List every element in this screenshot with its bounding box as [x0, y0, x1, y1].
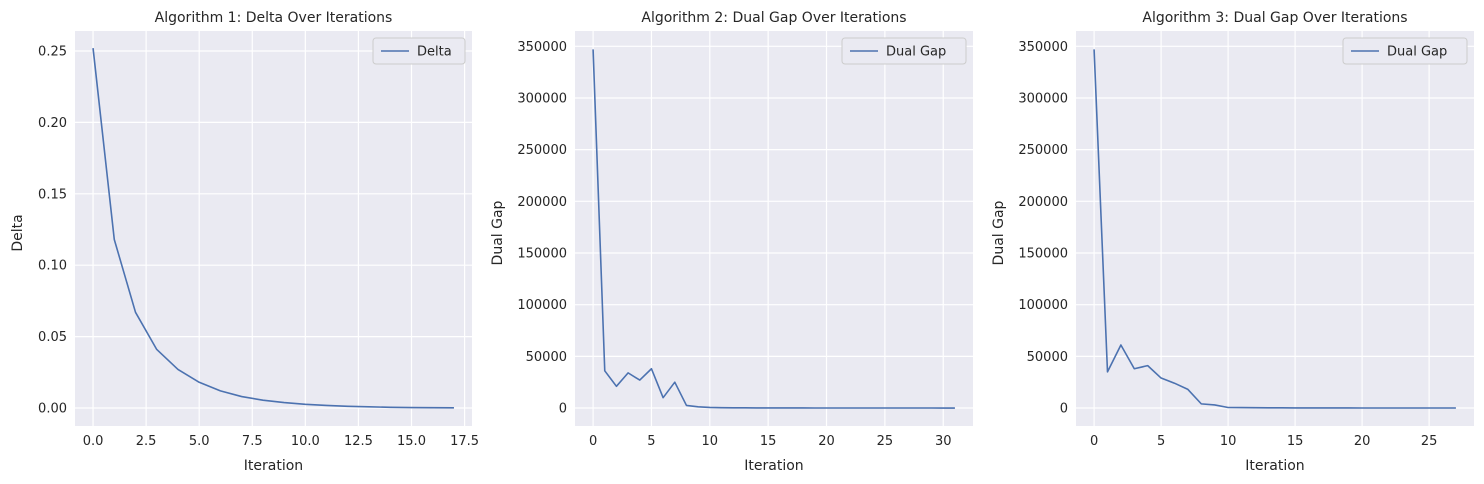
y-tick-label: 150000	[517, 246, 567, 261]
chart-panel-3: Algorithm 3: Dual Gap Over Iterations It…	[991, 10, 1474, 474]
plot-background	[575, 31, 973, 426]
y-tick-label: 0.05	[38, 330, 67, 345]
x-tick-label: 5	[647, 434, 655, 449]
series-line	[92, 48, 454, 409]
y-axis-label: Dual Gap	[991, 200, 1007, 265]
x-tick-label: 0	[589, 434, 597, 449]
y-tick-label: 150000	[1018, 246, 1068, 261]
y-tick-label: 0.10	[38, 259, 67, 274]
plot-background	[75, 31, 472, 426]
x-tick-label: 2.5	[136, 434, 157, 449]
chart-title: Algorithm 1: Delta Over Iterations	[155, 10, 393, 26]
x-tick-label: 7.5	[242, 434, 263, 449]
x-tick-label: 15.0	[397, 434, 426, 449]
y-tick-label: 300000	[517, 91, 567, 106]
legend-box	[372, 37, 466, 65]
y-tick-label: 0	[1060, 402, 1068, 417]
series-line	[1093, 49, 1456, 409]
x-tick-label: 10.0	[291, 434, 320, 449]
chart-title: Algorithm 3: Dual Gap Over Iterations	[1142, 10, 1407, 26]
y-tick-label: 50000	[1027, 350, 1068, 365]
y-tick-label: 200000	[1018, 195, 1068, 210]
plot-area-2: 0 5 10 15 20 25 30 0 50000 100000 150000 200000 2500…	[517, 31, 973, 449]
legend: Delta	[372, 37, 466, 65]
x-axis-label: Iteration	[1245, 458, 1304, 474]
chart-panel-1: Algorithm 1: Delta Over Iterations Itera…	[10, 10, 479, 474]
y-tick-label: 350000	[1018, 40, 1068, 55]
x-tick-label: 30	[935, 434, 952, 449]
x-tick-label: 17.5	[450, 434, 479, 449]
legend-label: Dual Gap	[886, 45, 946, 60]
legend-box	[841, 37, 967, 65]
x-axis-label: Iteration	[744, 458, 803, 474]
y-tick-label: 0	[559, 402, 567, 417]
x-tick-label: 12.5	[344, 434, 373, 449]
x-tick-label: 15	[1287, 434, 1304, 449]
legend-label: Dual Gap	[1387, 45, 1447, 60]
plot-background	[1076, 31, 1474, 426]
y-tick-label: 0.25	[38, 44, 67, 59]
x-tick-label: 25	[877, 434, 894, 449]
y-tick-label: 0.00	[38, 402, 67, 417]
x-tick-label: 10	[1220, 434, 1237, 449]
plot-area-3: 0 5 10 15 20 25 0 50000 100000 150000 200000 250000…	[1018, 31, 1474, 449]
y-tick-label: 300000	[1018, 91, 1068, 106]
y-tick-label: 100000	[1018, 298, 1068, 313]
legend: Dual Gap	[1342, 37, 1468, 65]
legend-box	[1342, 37, 1468, 65]
plot-area-1: 0.0 2.5 5.0 7.5 10.0 12.5 15.0 17.5 0.00 0.05 0.10…	[38, 31, 479, 449]
x-tick-label: 20	[1354, 434, 1371, 449]
x-tick-label: 25	[1421, 434, 1438, 449]
legend: Dual Gap	[841, 37, 967, 65]
y-tick-label: 250000	[1018, 143, 1068, 158]
x-tick-label: 20	[818, 434, 835, 449]
x-axis-label: Iteration	[244, 458, 303, 474]
y-tick-label: 350000	[517, 40, 567, 55]
series-line	[592, 49, 955, 409]
x-tick-label: 10	[702, 434, 719, 449]
x-tick-label: 5.0	[189, 434, 210, 449]
x-tick-label: 15	[760, 434, 777, 449]
chart-panel-2: Algorithm 2: Dual Gap Over Iterations It…	[490, 10, 973, 474]
y-tick-label: 0.20	[38, 116, 67, 131]
y-tick-label: 100000	[517, 298, 567, 313]
x-tick-label: 5	[1157, 434, 1165, 449]
x-tick-label: 0	[1090, 434, 1098, 449]
chart-title: Algorithm 2: Dual Gap Over Iterations	[641, 10, 906, 26]
legend-label: Delta	[417, 45, 452, 60]
y-tick-label: 50000	[526, 350, 567, 365]
y-tick-label: 250000	[517, 143, 567, 158]
y-axis-label: Dual Gap	[490, 200, 506, 265]
x-tick-label: 0.0	[83, 434, 104, 449]
y-tick-label: 200000	[517, 195, 567, 210]
y-axis-label: Delta	[10, 214, 26, 251]
y-tick-label: 0.15	[38, 187, 67, 202]
